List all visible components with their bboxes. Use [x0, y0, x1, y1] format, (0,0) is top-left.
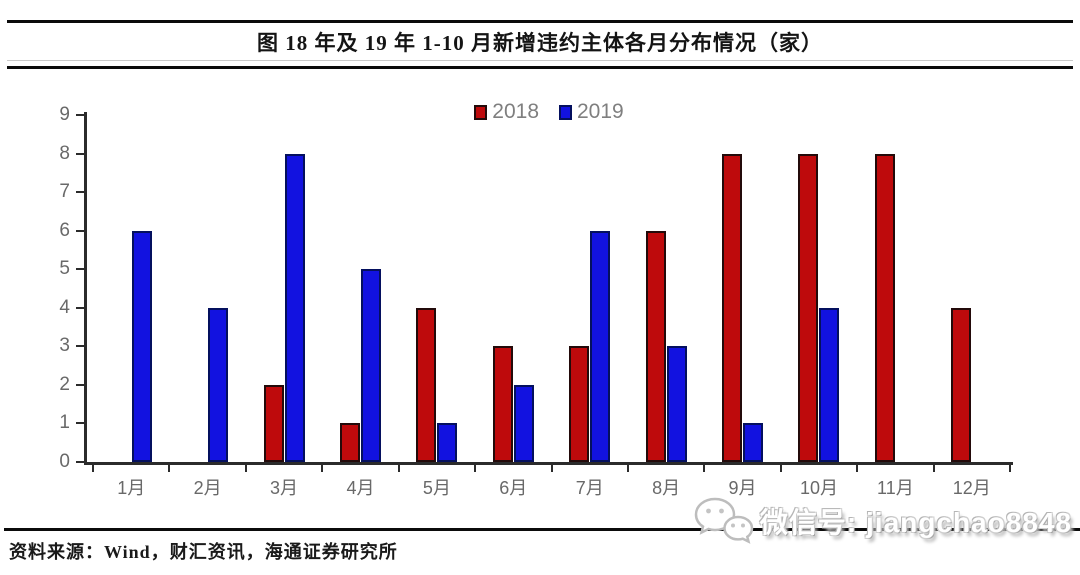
x-axis-tick: [550, 463, 553, 472]
legend-swatch-2019: [559, 104, 572, 120]
y-axis-tick-label: 6: [59, 219, 70, 241]
x-axis-category-label: 7月: [575, 478, 604, 498]
y-axis-tick: [76, 229, 85, 232]
watermark-text: 微信号: jiangchao8848: [759, 507, 1072, 538]
bar-2019-2月: [208, 307, 229, 462]
x-axis-category-label: 9月: [728, 478, 757, 498]
x-axis-category-label: 11月: [877, 478, 914, 498]
x-axis-tick: [779, 463, 782, 472]
x-axis-category-label: 1月: [117, 478, 146, 498]
figure-title: 图 18 年及 19 年 1-10 月新增违约主体各月分布情况（家）: [257, 31, 823, 55]
y-axis-tick-label: 0: [59, 451, 70, 472]
x-axis-category-label: 8月: [652, 478, 681, 498]
x-axis-category-label: 3月: [270, 478, 299, 498]
bar-2019-5月: [437, 423, 458, 462]
x-axis-category-label: 6月: [499, 478, 528, 498]
bar-2019-6月: [513, 384, 534, 462]
x-axis-category-label: 5月: [422, 478, 451, 498]
y-axis-tick-label: 1: [59, 412, 70, 434]
x-axis-tick: [932, 463, 935, 472]
y-axis-line: [84, 112, 87, 465]
legend-label-2018: 2018: [492, 100, 539, 123]
wechat-icon: [694, 497, 754, 544]
bar-2018-9月: [722, 153, 743, 462]
bar-2018-12月: [951, 307, 972, 462]
bar-2018-8月: [645, 230, 666, 462]
title-underline-thick: [7, 66, 1073, 69]
y-axis-tick-label: 7: [59, 181, 70, 203]
y-axis-tick: [76, 191, 85, 194]
x-axis-tick: [244, 463, 247, 472]
y-axis-tick: [76, 345, 85, 348]
bar-2019-9月: [743, 423, 764, 462]
bar-2018-11月: [874, 153, 895, 462]
x-axis-tick: [1009, 463, 1011, 472]
x-axis-category-label: 2月: [193, 478, 222, 498]
bottom-divider: [4, 528, 1080, 531]
legend-item-2018: 2018: [474, 100, 539, 124]
x-axis-category-label: 4月: [346, 478, 375, 498]
title-underline-thin: [7, 60, 1073, 61]
bar-2018-5月: [416, 307, 437, 462]
y-axis-tick: [76, 461, 85, 463]
y-axis-tick: [76, 422, 85, 425]
bar-2019-3月: [284, 153, 305, 462]
top-divider: [7, 20, 1073, 23]
x-axis-tick: [397, 463, 400, 472]
x-axis-category-label: 10月: [799, 478, 838, 498]
x-axis-tick: [703, 463, 706, 472]
bar-2018-7月: [569, 346, 590, 462]
bar-2018-6月: [492, 346, 513, 462]
bar-2018-10月: [798, 153, 819, 462]
x-axis-tick: [856, 463, 859, 472]
x-axis-category-label: 12月: [952, 478, 991, 498]
y-axis-tick: [76, 152, 85, 155]
y-axis-tick: [76, 268, 85, 271]
legend-swatch-2018: [474, 104, 488, 120]
bar-2019-8月: [666, 346, 687, 462]
y-axis-tick-label: 3: [59, 335, 70, 357]
x-axis-tick: [626, 463, 629, 472]
watermark: 微信号: jiangchao8848: [692, 494, 1072, 548]
y-axis-tick-label: 8: [59, 142, 70, 164]
bar-2019-4月: [360, 269, 381, 462]
source-note: 资料来源：Wind，财汇资讯，海通证券研究所: [9, 542, 398, 562]
x-axis-tick: [474, 463, 477, 472]
legend-item-2019: 2019: [559, 100, 624, 124]
chart-legend: 2018 2019: [86, 100, 1012, 124]
x-axis-tick: [92, 463, 94, 472]
y-axis-tick-label: 4: [59, 296, 70, 318]
y-axis-tick: [76, 306, 85, 309]
y-axis-tick: [76, 383, 85, 386]
y-axis-tick-label: 5: [59, 258, 70, 280]
x-axis-tick: [321, 463, 324, 472]
bar-2019-10月: [819, 307, 840, 462]
x-axis-line: [84, 462, 1013, 465]
bar-2018-3月: [263, 384, 284, 462]
bar-2019-7月: [590, 230, 611, 462]
x-axis-tick: [168, 463, 171, 472]
y-axis-tick-label: 9: [59, 104, 70, 125]
y-axis-tick-label: 2: [59, 373, 70, 395]
legend-label-2019: 2019: [577, 100, 624, 123]
bar-2018-4月: [339, 423, 360, 462]
y-axis-tick: [76, 114, 85, 116]
bar-2019-1月: [131, 230, 152, 462]
